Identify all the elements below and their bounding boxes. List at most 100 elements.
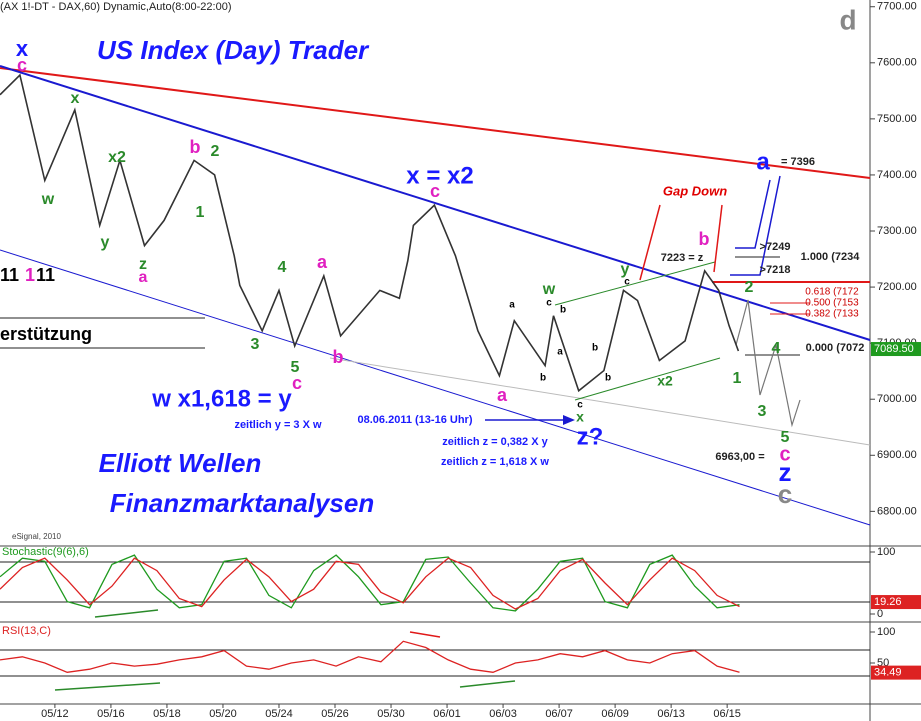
y-tick-label: 100 <box>877 546 895 558</box>
annotation: c <box>546 298 552 309</box>
y-tick-label: 7200.00 <box>877 281 917 293</box>
x-tick-label: 05/16 <box>97 708 125 720</box>
projection <box>735 299 801 428</box>
annotation: y <box>621 261 630 278</box>
annotation: zeitlich z = 0,382 X y <box>442 436 548 448</box>
annotation: c <box>292 373 302 393</box>
annotation: 1 <box>25 265 35 285</box>
x-tick-label: 05/20 <box>209 708 237 720</box>
y-tick-label: 7000.00 <box>877 393 917 405</box>
annotation: x2 <box>657 373 673 389</box>
channel-line <box>574 357 721 401</box>
annotation: 2 <box>745 279 754 296</box>
x-tick-label: 05/24 <box>265 708 293 720</box>
trendline <box>0 67 871 179</box>
chart-header: (AX 1!-DT - DAX,60) Dynamic,Auto(8:00-22… <box>0 1 232 13</box>
annotation: y <box>101 234 110 251</box>
y-tick-label: 100 <box>877 626 895 638</box>
annotation: z? <box>577 423 604 450</box>
y-tick-label: 6900.00 <box>877 449 917 461</box>
last-value-label: 7089.50 <box>874 343 914 355</box>
annotation: a <box>497 385 508 405</box>
annotation: Finanzmarktanalysen <box>110 488 374 518</box>
arrow-head <box>563 415 575 425</box>
annotation: b <box>592 343 598 354</box>
x-tick-label: 05/12 <box>41 708 69 720</box>
y-tick-label: 7700.00 <box>877 1 917 13</box>
annotation: b <box>605 373 611 384</box>
annotation: >7218 <box>760 264 791 276</box>
series-line <box>0 554 740 612</box>
annotation: 4 <box>772 340 781 357</box>
annotation: 0.500 (7153 <box>805 298 859 309</box>
annotation: b <box>540 373 546 384</box>
annotation: 0.618 (7172 <box>805 287 859 298</box>
annotation: 1 <box>733 370 742 387</box>
x-tick-label: 06/07 <box>545 708 573 720</box>
trendline <box>0 249 871 526</box>
projection <box>730 175 781 276</box>
trendline <box>0 65 871 341</box>
x-tick-label: 06/01 <box>433 708 461 720</box>
x-tick-label: 06/13 <box>657 708 685 720</box>
annotation: c <box>430 181 440 201</box>
divergence-line <box>54 682 161 691</box>
x-tick-label: 06/03 <box>489 708 517 720</box>
last-value-box <box>871 665 921 680</box>
projection <box>735 179 771 249</box>
divergence-line <box>94 609 159 618</box>
annotation: a <box>139 269 148 286</box>
series-line <box>0 73 740 393</box>
y-tick-label: 6800.00 <box>877 505 917 517</box>
x-tick-label: 06/09 <box>601 708 629 720</box>
annotation: 0.000 (7072 <box>806 342 865 354</box>
annotation: a <box>317 252 328 272</box>
channel-line <box>554 261 716 306</box>
annotation: b <box>333 347 344 367</box>
annotation: b <box>190 137 201 157</box>
x-tick-label: 05/30 <box>377 708 405 720</box>
annotation: a <box>509 300 515 311</box>
y-tick-label: 0 <box>877 608 883 620</box>
annotation: w <box>41 191 55 208</box>
annotation: >7249 <box>760 241 791 253</box>
chart-title: US Index (Day) Trader <box>97 35 370 65</box>
annotation: a <box>557 347 563 358</box>
annotation: w <box>542 281 556 298</box>
annotation: c <box>624 277 630 288</box>
annotation: 0.382 (7133 <box>805 309 859 320</box>
x-tick-label: 05/26 <box>321 708 349 720</box>
last-value-label: 34.49 <box>874 667 902 679</box>
last-value-label: 19.26 <box>874 596 902 608</box>
annotation: 7223 = z <box>661 252 704 264</box>
annotation: eSignal, 2010 <box>12 532 61 541</box>
annotation: erstützung <box>0 324 92 344</box>
series-line <box>0 557 740 610</box>
annotation: 3 <box>251 336 260 353</box>
annotation: w x1,618 = y <box>151 385 292 412</box>
annotation: a <box>756 148 770 175</box>
annotation: x <box>576 409 584 425</box>
y-tick-label: 7500.00 <box>877 113 917 125</box>
annotation: zeitlich y = 3 X w <box>234 419 322 431</box>
annotation: 5 <box>291 359 300 376</box>
annotation: z <box>779 457 792 487</box>
annotation: b <box>560 305 566 316</box>
last-value-box <box>871 595 921 610</box>
last-value-box <box>871 342 921 357</box>
annotation: z <box>139 256 147 273</box>
y-tick-label: 7300.00 <box>877 225 917 237</box>
annotation: Gap Down <box>663 183 727 198</box>
annotation: c <box>17 55 27 75</box>
annotation: 1.000 (7234 <box>801 251 861 263</box>
annotation: 11 <box>36 265 55 285</box>
annotation: x2 <box>108 149 126 166</box>
x-tick-label: 05/18 <box>153 708 181 720</box>
annotation: d <box>839 4 856 35</box>
annotation: c <box>779 443 790 465</box>
annotation: 3 <box>758 403 767 420</box>
divergence-line <box>409 631 441 638</box>
trendline <box>329 357 871 446</box>
y-tick-label: 7600.00 <box>877 57 917 69</box>
